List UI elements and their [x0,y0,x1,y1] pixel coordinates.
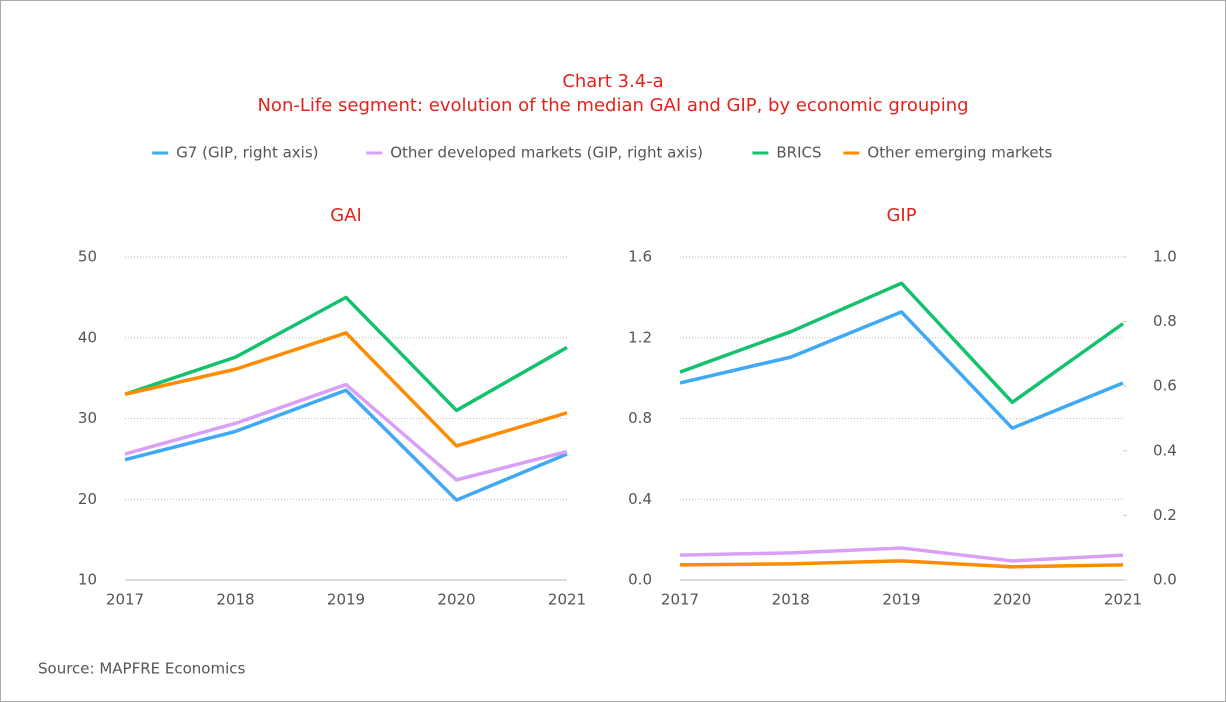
y2-tick-label: 1.0 [1153,248,1177,266]
x-tick-label: 2020 [993,591,1031,609]
chart-subtitle: Non-Life segment: evolution of the media… [257,95,968,116]
y-tick-label: 50 [78,248,97,266]
y-tick-label: 0.8 [628,409,652,427]
y-tick-label: 30 [78,409,97,427]
y-tick-label: 0.4 [628,490,652,508]
legend-label: BRICS [776,144,821,162]
y-tick-label: 1.6 [628,248,652,266]
x-tick-label: 2018 [772,591,810,609]
x-tick-label: 2018 [216,591,254,609]
x-tick-label: 2019 [882,591,920,609]
y-tick-label: 1.2 [628,328,652,346]
y2-tick-label: 0.6 [1153,377,1177,395]
chart-title: Chart 3.4-a [562,71,663,92]
series-line [679,281,1125,405]
panel-title: GIP [886,205,916,226]
y2-tick-label: 0.2 [1153,506,1177,524]
panel-title: GAI [330,205,362,226]
y-tick-label: 40 [78,328,97,346]
y2-tick-label: 0.4 [1153,441,1177,459]
series-line [679,310,1124,430]
source: Source: MAPFRE Economics [38,660,245,678]
x-tick-label: 2017 [661,591,699,609]
series-line [124,382,568,482]
y-tick-label: 10 [78,571,97,589]
legend-label: G7 (GIP, right axis) [176,144,318,162]
y2-tick-label: 0.0 [1153,571,1177,589]
x-tick-label: 2019 [327,591,365,609]
legend-label: Other developed markets (GIP, right axis… [390,144,703,162]
x-tick-label: 2021 [548,591,586,609]
series-line [124,388,568,502]
series-line [124,331,568,448]
y-tick-label: 20 [78,490,97,508]
x-tick-label: 2021 [1104,591,1142,609]
series-line [679,546,1124,563]
x-tick-label: 2017 [106,591,144,609]
series-line [124,295,568,413]
y2-tick-label: 0.8 [1153,312,1177,330]
y-tick-label: 0.0 [628,571,652,589]
x-tick-label: 2020 [437,591,475,609]
series-line [679,559,1124,569]
legend-label: Other emerging markets [867,144,1052,162]
